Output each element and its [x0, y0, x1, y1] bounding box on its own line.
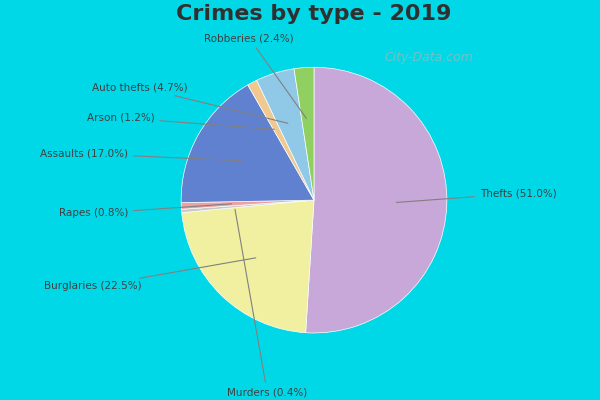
Title: Crimes by type - 2019: Crimes by type - 2019	[176, 4, 452, 24]
Wedge shape	[257, 69, 314, 200]
Wedge shape	[294, 67, 314, 200]
Text: Auto thefts (4.7%): Auto thefts (4.7%)	[92, 82, 288, 123]
Text: Robberies (2.4%): Robberies (2.4%)	[205, 33, 307, 118]
Wedge shape	[181, 200, 314, 209]
Wedge shape	[182, 200, 314, 333]
Wedge shape	[248, 80, 314, 200]
Text: Thefts (51.0%): Thefts (51.0%)	[397, 188, 557, 202]
Text: Arson (1.2%): Arson (1.2%)	[87, 113, 274, 129]
Wedge shape	[305, 67, 447, 333]
Wedge shape	[181, 200, 314, 213]
Text: Assaults (17.0%): Assaults (17.0%)	[40, 149, 242, 161]
Text: Murders (0.4%): Murders (0.4%)	[227, 209, 307, 398]
Wedge shape	[181, 85, 314, 203]
Text: City-Data.com: City-Data.com	[385, 51, 473, 64]
Text: Rapes (0.8%): Rapes (0.8%)	[59, 204, 232, 218]
Text: Burglaries (22.5%): Burglaries (22.5%)	[44, 258, 256, 292]
